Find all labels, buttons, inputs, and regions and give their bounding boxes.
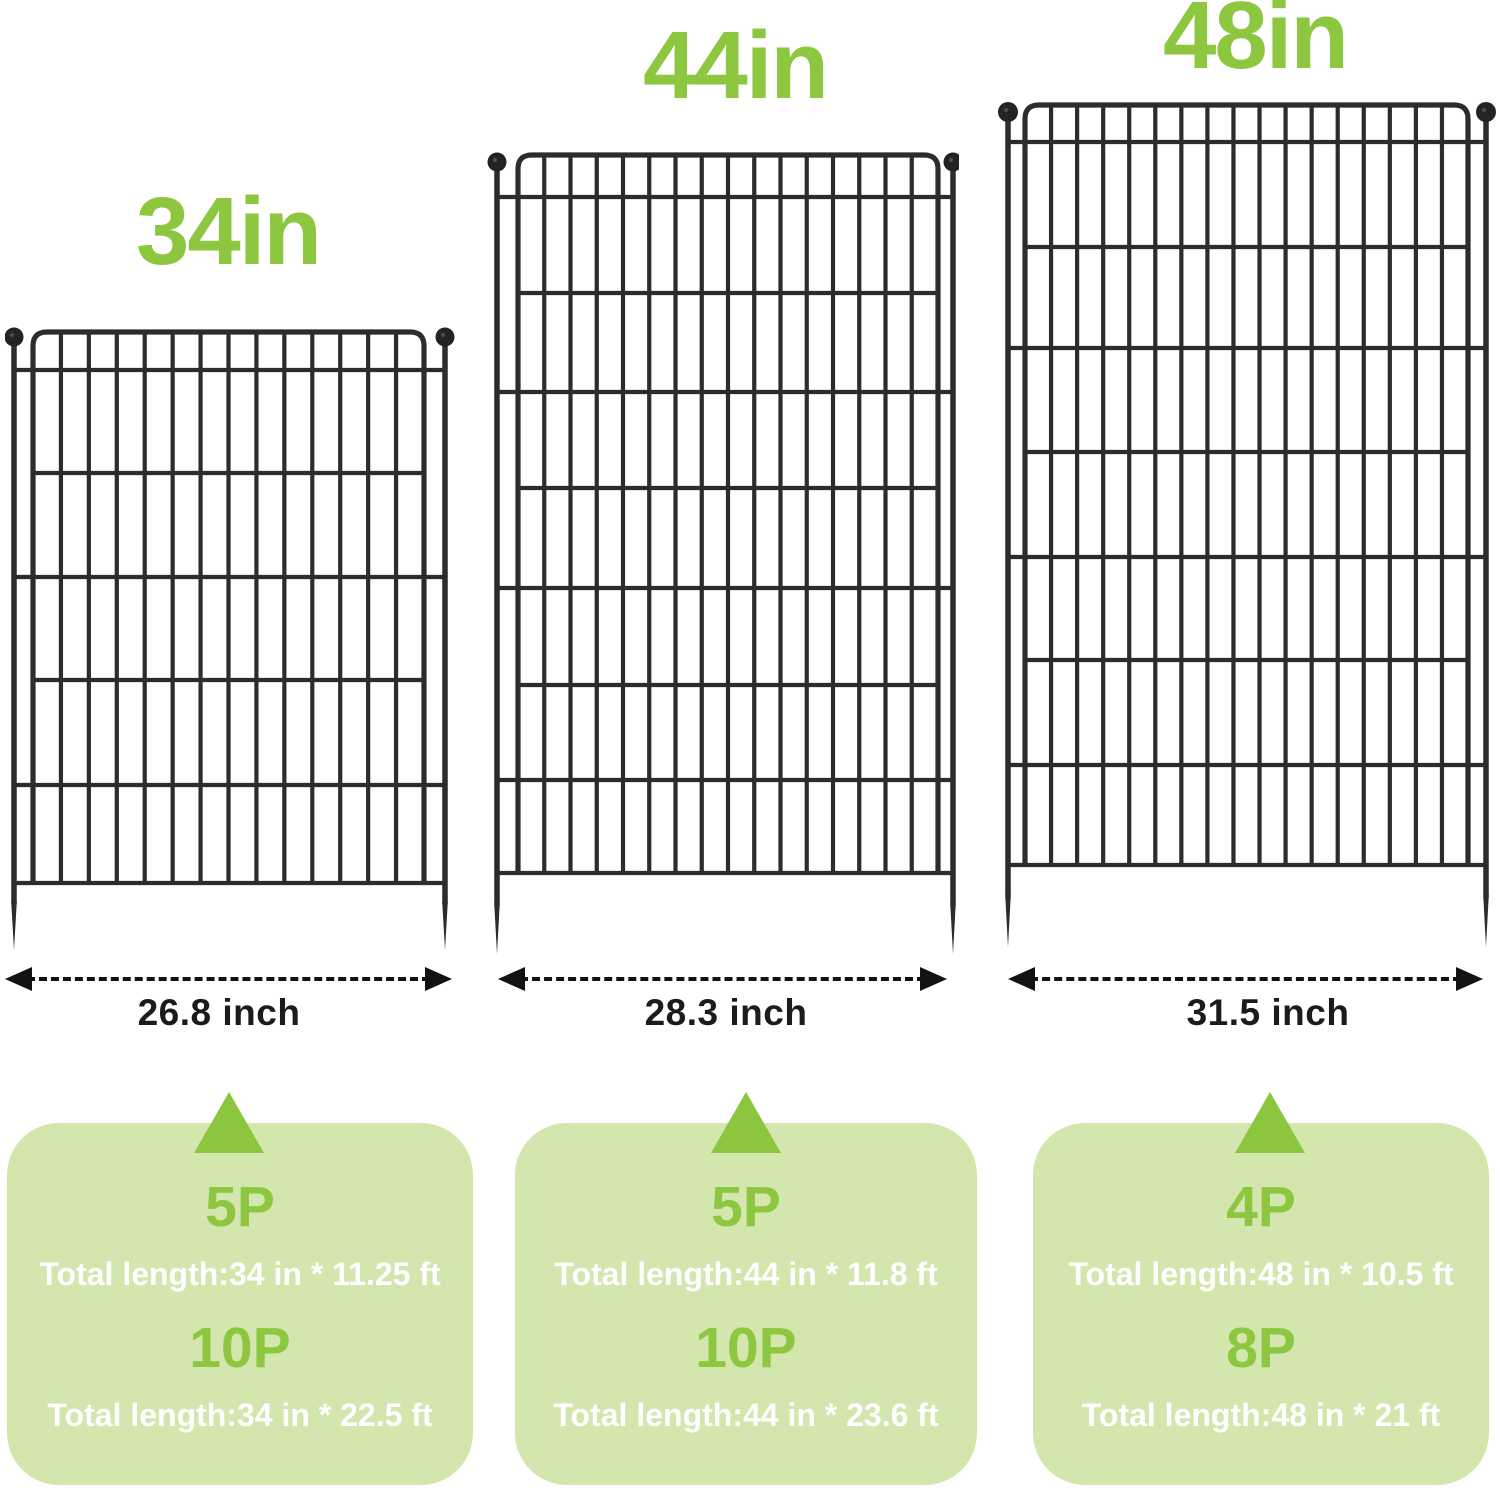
arrow-dashed-line	[520, 977, 925, 981]
width-label-44in: 28.3 inch	[644, 992, 808, 1033]
triangle-up-icon	[711, 1092, 781, 1153]
pack-count: 5P	[711, 1175, 781, 1239]
pack-total-length: Total length:48 in * 21 ft	[1081, 1397, 1441, 1433]
width-label-48in: 31.5 inch	[1186, 992, 1350, 1033]
height-label-44in: 44in	[642, 12, 829, 119]
pack-count: 10P	[695, 1316, 797, 1380]
pack-count: 5P	[205, 1175, 275, 1239]
pack-info-box-48in: 4P Total length:48 in * 10.5 ft 8P Total…	[1033, 1123, 1489, 1485]
triangle-up-icon	[194, 1092, 264, 1153]
triangle-up-icon	[1235, 1092, 1305, 1153]
arrow-dashed-line	[1030, 977, 1461, 981]
fence-34in-illustration	[5, 327, 455, 950]
height-label-48in: 48in	[1162, 0, 1349, 89]
pack-info-box-44in: 5P Total length:44 in * 11.8 ft 10P Tota…	[515, 1123, 977, 1485]
pack-total-length: Total length:34 in * 22.5 ft	[47, 1397, 433, 1433]
width-arrow-44in	[498, 966, 947, 992]
width-arrow-34in	[5, 966, 452, 992]
arrow-right-head-icon	[920, 967, 947, 991]
pack-total-length: Total length:44 in * 23.6 ft	[553, 1397, 939, 1433]
pack-total-length: Total length:34 in * 11.25 ft	[39, 1256, 441, 1292]
pack-count: 10P	[189, 1316, 291, 1380]
arrow-dashed-line	[27, 977, 430, 981]
pack-total-length: Total length:44 in * 11.8 ft	[554, 1256, 938, 1292]
pack-count: 8P	[1226, 1316, 1296, 1380]
fence-44in-illustration	[487, 152, 959, 954]
arrow-right-head-icon	[425, 967, 452, 991]
pack-total-length: Total length:48 in * 10.5 ft	[1068, 1256, 1454, 1292]
width-arrow-48in	[1008, 966, 1483, 992]
fence-48in-illustration	[998, 102, 1496, 947]
width-label-34in: 26.8 inch	[137, 992, 301, 1033]
height-label-34in: 34in	[135, 178, 322, 285]
pack-count: 4P	[1226, 1175, 1296, 1239]
arrow-right-head-icon	[1456, 967, 1483, 991]
pack-info-box-34in: 5P Total length:34 in * 11.25 ft 10P Tot…	[7, 1123, 473, 1485]
